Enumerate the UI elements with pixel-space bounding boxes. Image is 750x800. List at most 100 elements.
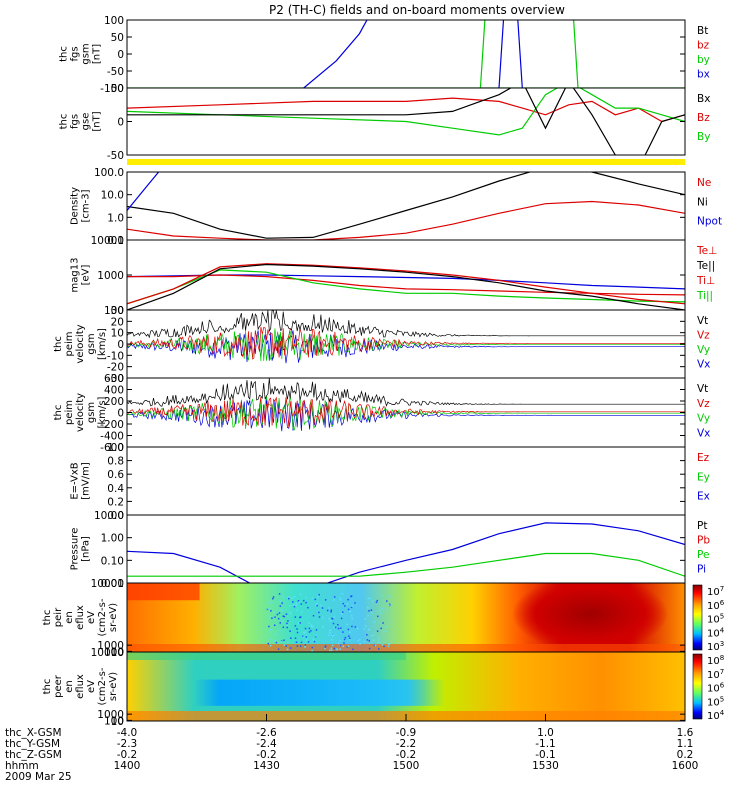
spectrogram-pixel — [347, 608, 350, 611]
spectrogram-pixel — [281, 609, 283, 612]
spectrogram-pixel — [387, 595, 389, 598]
spectrogram-pixel — [380, 627, 382, 630]
spectrogram-pixel — [331, 634, 334, 636]
panel-temperature: 10000 1000 100 mag13 [eV] Te⊥ Te|| Ti⊥ Ti|| — [70, 235, 718, 317]
spectrogram-pixel — [315, 604, 317, 607]
legend-entry: Vx — [697, 359, 710, 371]
spectrogram-pixel — [275, 633, 277, 636]
y-axis-label-line: [eV] — [81, 265, 92, 286]
series-te-perp — [127, 263, 685, 305]
spectrogram-pixel — [289, 611, 292, 614]
spectrogram-pixel — [269, 601, 272, 604]
spectrogram-pixel — [388, 604, 390, 606]
spectrogram-pixel — [270, 610, 272, 612]
spectrogram-pixel — [285, 613, 288, 615]
spectrogram-pixel — [321, 607, 324, 609]
spectrogram-pixel — [370, 635, 373, 637]
colorbar-tick-label: 106 — [707, 599, 725, 612]
spectrogram-pixel — [273, 624, 276, 627]
spectrogram-pixel — [380, 595, 383, 597]
y-tick-label: 1000 — [97, 270, 124, 282]
panel-density: 100.0 10.0 1.0 0.1 Density [cm-3] Ne Ni Npot — [70, 167, 723, 247]
y-axis-label-line: [nPa] — [81, 536, 92, 562]
legend-entry: Vy — [697, 413, 710, 425]
spectrogram-pixel — [342, 611, 344, 613]
series-vy — [127, 396, 685, 431]
plot-area — [127, 172, 685, 240]
colorbar-tick-label: 104 — [707, 709, 725, 722]
y-axis-label-line: gsm — [81, 43, 92, 64]
spectrogram-pixel — [374, 644, 377, 647]
spectrogram-pixel — [269, 644, 272, 647]
spectrogram-pixel — [330, 649, 333, 652]
spectrogram-pixel — [307, 606, 309, 609]
y-axis-label-line: gsm — [86, 333, 97, 354]
spectrogram-pixel — [322, 616, 324, 619]
spectrogram-pixel — [359, 638, 361, 641]
legend-entry: Vy — [697, 344, 710, 356]
y-tick-label: -30 — [107, 373, 124, 385]
spectrogram-pixel — [333, 626, 335, 629]
spectrogram-pixel — [301, 611, 303, 613]
y-axis-label: thc peir en eflux eV (cm2-s-sr-eV) — [42, 598, 119, 636]
legend-entry: bx — [697, 69, 710, 81]
y-tick-label: 0.01 — [101, 578, 124, 590]
x-tick-label: 1.0 — [537, 727, 554, 739]
y-axis-label-line: fgs — [70, 46, 81, 61]
spectrogram-pixel — [311, 646, 314, 649]
chart-title: P2 (TH-C) fields and on-board moments ov… — [269, 3, 565, 17]
plot-area — [127, 583, 685, 652]
y-axis-label-line: E=-VxB — [70, 462, 81, 499]
colorbar-tick-exponent: 3 — [720, 640, 724, 648]
spectrogram-pixel — [330, 647, 333, 650]
y-axis-label-line: [km/s] — [97, 328, 108, 360]
y-tick-label: 50 — [111, 83, 124, 95]
series-ne — [127, 200, 685, 240]
spectrogram-pixel — [364, 625, 367, 627]
spectrogram-pixel — [350, 606, 353, 609]
spectrogram-pixel — [274, 640, 276, 642]
plot-area — [127, 310, 685, 364]
colorbar-tick-label: 106 — [707, 682, 725, 695]
y-tick-label: 1.00 — [101, 533, 124, 545]
spectrogram-pixel — [274, 616, 276, 618]
y-tick-label: 10.00 — [94, 510, 124, 522]
spectrogram-pixel — [270, 638, 272, 641]
spectrogram-pixel — [279, 600, 282, 602]
spectrogram-pixel — [298, 601, 301, 603]
spectrogram-pixel — [276, 613, 279, 616]
legend-entry: Vz — [697, 398, 710, 410]
spectrogram-hot-region — [512, 583, 669, 652]
spectrogram-pixel — [336, 648, 338, 651]
spectrogram-pixel — [351, 625, 353, 628]
colorbar-tick-exponent: 7 — [720, 585, 724, 593]
y-tick-label: 0.8 — [107, 456, 124, 468]
spectrogram-pixel — [330, 633, 333, 636]
legend-entry: Bt — [697, 25, 708, 37]
spectrogram-pixel — [278, 612, 281, 614]
legend-entry: Bx — [697, 93, 710, 105]
spectrogram-pixel — [277, 648, 280, 650]
y-tick-label: 600 — [104, 373, 124, 385]
spectrogram-pixel — [371, 612, 373, 614]
y-axis-label-line: gse — [81, 113, 92, 131]
spectrogram-pixel — [317, 596, 319, 598]
x-tick-label: -4.0 — [117, 727, 138, 739]
spectrogram-pixel — [368, 640, 371, 642]
spectrogram-pixel — [370, 609, 373, 611]
y-axis-label-line: [km/s] — [97, 396, 108, 428]
spectrogram-pixel — [349, 611, 352, 613]
spectrogram-pixel — [377, 641, 380, 643]
y-tick-label: 0 — [117, 339, 124, 351]
plot-area — [127, 20, 685, 88]
y-tick-label: 0.1 — [107, 235, 124, 247]
y-tick-label: 1000 — [97, 640, 124, 652]
spectrogram-pixel — [357, 640, 360, 642]
spectrogram-pixel — [295, 604, 297, 607]
series-npot-t — [127, 274, 685, 290]
spectrogram-pixel — [378, 609, 381, 612]
x-row-label: thc_Y-GSM — [5, 738, 60, 750]
spectrogram-pixel — [294, 616, 297, 618]
spectrogram-pixel — [324, 646, 327, 648]
series-bz — [127, 97, 685, 123]
